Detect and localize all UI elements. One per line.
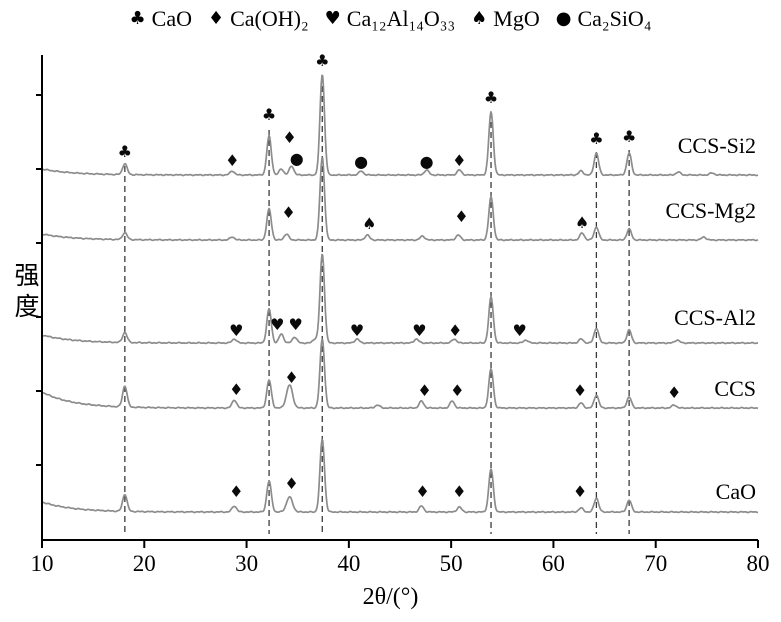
circle-marker-icon: ● [290,149,304,168]
club-icon: ♣ [129,8,146,29]
club-marker-icon: ♣ [622,127,636,146]
axes [41,55,758,541]
diamond-marker-icon: ♦ [282,128,296,147]
legend-label: Ca₁₂Al₁₄O₃₃ [346,6,456,31]
diamond-marker-icon: ♦ [452,151,466,170]
x-tick-label: 10 [31,551,54,576]
diamond-icon: ♦ [207,8,225,29]
x-tick-label: 50 [440,551,463,576]
diamond-marker-icon: ♦ [573,381,587,400]
series-label-CaO: CaO [716,479,756,504]
legend-label: Ca(OH)₂ [230,6,309,31]
diamond-marker-icon: ♦ [284,474,298,493]
series-label-CCS-Mg2: CCS-Mg2 [666,198,756,223]
xrd-trace-CCS-Al2 [41,253,759,345]
club-marker-icon: ♣ [589,129,603,148]
circle-marker-icon: ● [354,152,368,171]
series-label-CCS: CCS [714,376,756,401]
diamond-marker-icon: ♦ [573,482,587,501]
heart-marker-icon: ♥ [513,321,527,340]
diamond-marker-icon: ♦ [229,482,243,501]
diamond-marker-icon: ♦ [454,207,468,226]
heart-marker-icon: ♥ [288,315,302,334]
y-axis-label: 强度 [11,262,38,324]
x-tick-label: 20 [133,551,156,576]
x-tick-label: 80 [747,551,770,576]
circle-marker-icon: ● [420,152,434,171]
series-label-CCS-Al2: CCS-Al2 [674,305,756,330]
diamond-marker-icon: ♦ [225,151,239,170]
legend-item-mayenite: ♥ Ca₁₂Al₁₄O₃₃ [325,6,456,32]
legend-label: Ca₂SiO₄ [577,6,652,31]
diamond-marker-icon: ♦ [417,381,431,400]
x-tick-label: 60 [542,551,565,576]
legend-label: CaO [151,6,192,31]
spade-marker-icon: ♠ [575,213,589,232]
diamond-marker-icon: ♦ [448,321,462,340]
heart-marker-icon: ♥ [229,321,243,340]
xrd-trace-CCS [41,338,759,410]
diamond-marker-icon: ♦ [284,368,298,387]
diamond-marker-icon: ♦ [450,381,464,400]
diamond-marker-icon: ♦ [281,203,295,222]
club-marker-icon: ♣ [484,88,498,107]
legend-item-mgo: ♠ MgO [471,6,540,32]
diamond-marker-icon: ♦ [452,482,466,501]
x-tick-label: 70 [644,551,667,576]
x-axis-label: 2θ/(°) [362,584,419,610]
heart-icon: ♥ [324,8,341,29]
diamond-marker-icon: ♦ [229,380,243,399]
x-tick-label: 40 [337,551,360,576]
spade-marker-icon: ♠ [362,214,376,233]
legend-item-caoh2: ♦ Ca(OH)₂ [208,6,309,32]
legend-item-cao: ♣ CaO [130,6,192,32]
xrd-trace-CaO [41,438,759,514]
club-marker-icon: ♣ [315,51,329,70]
spade-icon: ♠ [471,8,488,29]
x-tick-label: 30 [235,551,258,576]
series-label-CCS-Si2: CCS-Si2 [678,133,756,158]
circle-icon: ● [555,8,572,29]
xrd-trace-CCS-Mg2 [41,156,759,242]
heart-marker-icon: ♥ [412,321,426,340]
legend-item-ca2sio4: ● Ca₂SiO₄ [556,6,652,32]
legend-label: MgO [493,6,540,31]
xrd-trace-CCS-Si2 [41,74,759,177]
legend: ♣ CaO ♦ Ca(OH)₂ ♥ Ca₁₂Al₁₄O₃₃ ♠ MgO ● Ca… [130,6,652,32]
heart-marker-icon: ♥ [270,315,284,334]
heart-marker-icon: ♥ [350,321,364,340]
diamond-marker-icon: ♦ [667,383,681,402]
club-marker-icon: ♣ [118,142,132,161]
diamond-marker-icon: ♦ [415,482,429,501]
club-marker-icon: ♣ [262,105,276,124]
